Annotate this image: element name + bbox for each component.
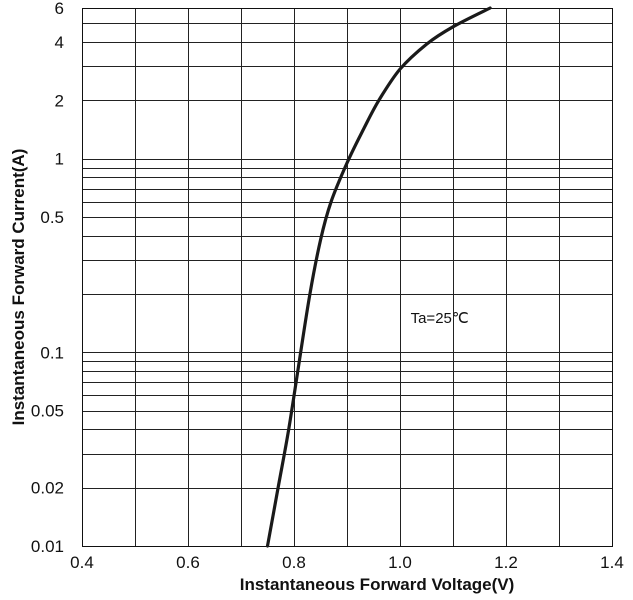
y-tick-label: 6 xyxy=(55,0,64,18)
y-tick-label: 2 xyxy=(55,91,64,110)
y-tick-label: 0.5 xyxy=(40,208,64,227)
x-tick-label: 0.6 xyxy=(176,553,200,572)
x-tick-label: 1.2 xyxy=(494,553,518,572)
y-tick-label: 0.02 xyxy=(31,479,64,498)
x-tick-label: 1.0 xyxy=(388,553,412,572)
temperature-annotation: Ta=25℃ xyxy=(411,310,469,327)
plot-frame xyxy=(81,7,614,548)
grid xyxy=(82,8,613,547)
y-tick-label: 0.05 xyxy=(31,402,64,421)
y-tick-label: 4 xyxy=(55,33,64,52)
x-tick-labels: 0.4 0.6 0.8 1.0 1.2 1.4 xyxy=(70,553,624,572)
forward-curve-line xyxy=(265,6,492,548)
x-axis-title: Instantaneous Forward Voltage(V) xyxy=(240,575,515,594)
y-tick-label: 0.1 xyxy=(40,343,64,362)
y-tick-label: 0.01 xyxy=(31,537,64,556)
x-tick-label: 0.8 xyxy=(282,553,306,572)
y-axis-title: Instantaneous Forward Current(A) xyxy=(9,149,28,426)
y-tick-labels: 0.01 0.02 0.05 0.1 0.5 1 2 4 6 xyxy=(31,0,64,556)
x-tick-label: 1.4 xyxy=(600,553,624,572)
y-tick-label: 1 xyxy=(55,150,64,169)
x-tick-label: 0.4 xyxy=(70,553,94,572)
